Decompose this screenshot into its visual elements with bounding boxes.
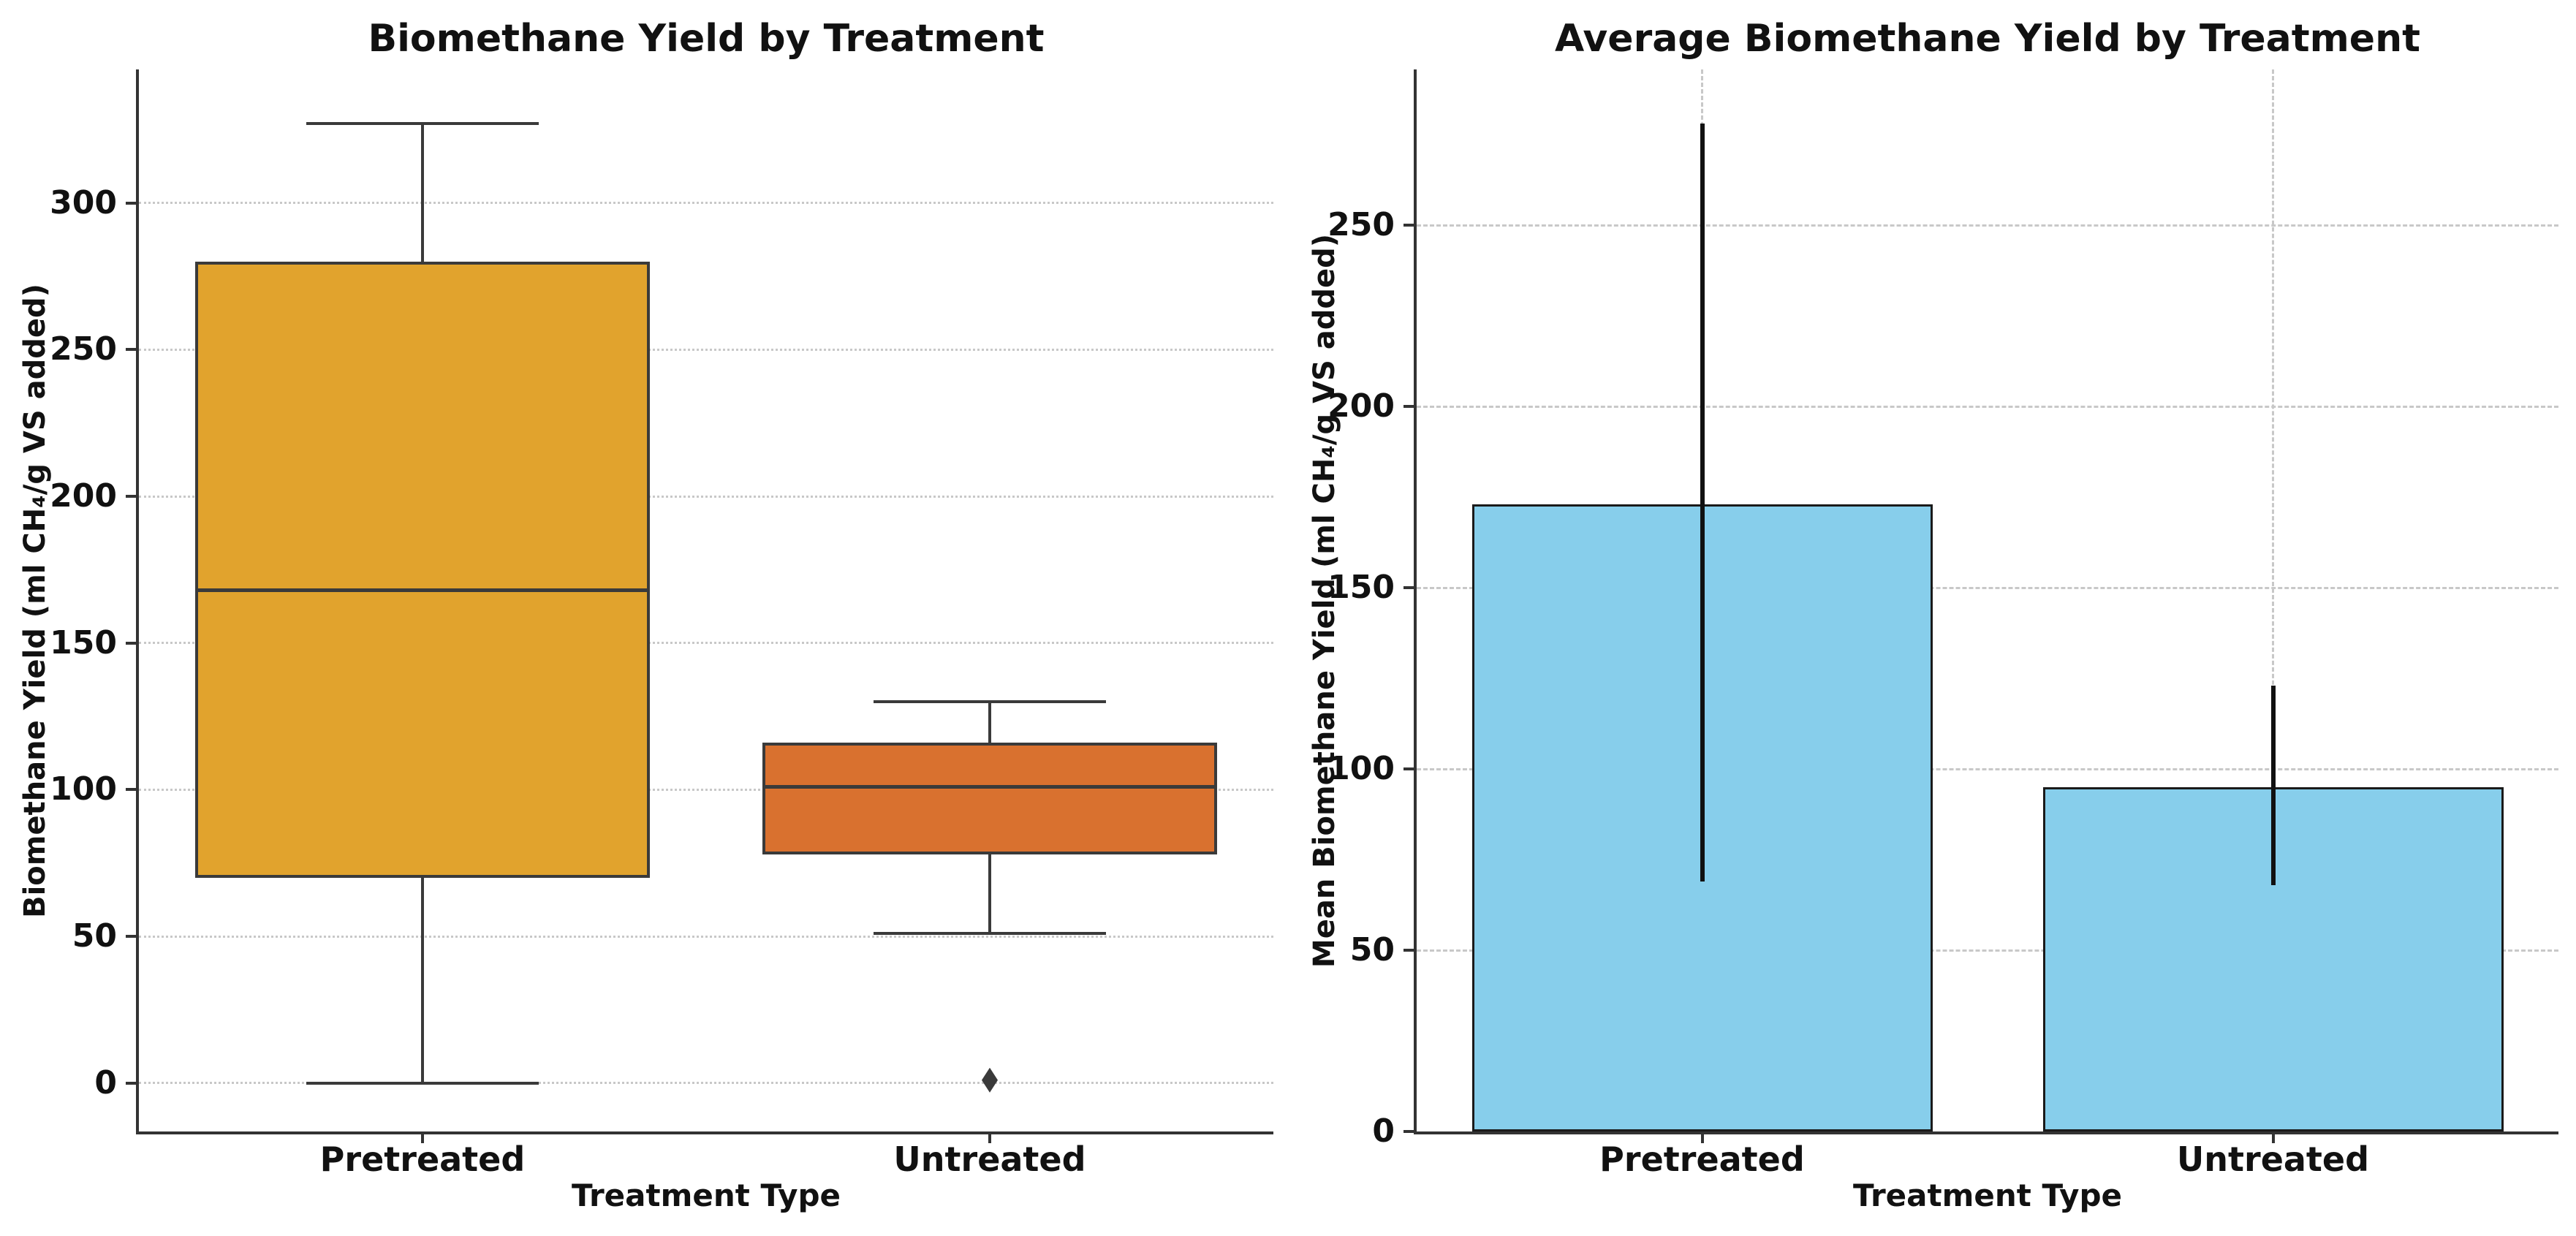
whisker-line (988, 854, 991, 934)
y-tick-label: 250 (50, 330, 117, 368)
y-gridline (1417, 405, 2558, 408)
box-untreated (762, 743, 1217, 854)
error-bar (1700, 124, 1705, 881)
y-gridline (139, 495, 1273, 498)
barchart-x-axis-title: Treatment Type (1852, 1178, 2123, 1213)
x-tick-label: Pretreated (319, 1140, 526, 1179)
whisker-line (988, 701, 991, 743)
x-axis-line (1414, 1131, 2558, 1134)
y-tick-label: 200 (50, 477, 117, 515)
x-tick-mark (1700, 1134, 1704, 1143)
y-tick-label: 150 (1327, 569, 1395, 607)
whisker-cap (874, 932, 1106, 936)
y-tick-label: 100 (1327, 750, 1395, 788)
y-axis-line (136, 69, 139, 1134)
x-tick-label: Untreated (2176, 1140, 2370, 1179)
x-gridline (2272, 69, 2274, 1131)
median-line (765, 784, 1214, 789)
y-gridline (139, 642, 1273, 645)
outlier-marker (982, 1067, 998, 1093)
y-gridline (139, 202, 1273, 205)
y-tick-mark (126, 495, 136, 498)
y-gridline (139, 935, 1273, 938)
y-gridline (1417, 586, 2558, 589)
x-tick-label: Untreated (893, 1140, 1086, 1179)
y-gridline (139, 788, 1273, 791)
y-tick-mark (1403, 949, 1414, 952)
y-tick-label: 0 (1372, 1112, 1395, 1150)
x-tick-mark (988, 1134, 991, 1143)
box-pretreated (195, 261, 650, 878)
boxplot-x-axis-title: Treatment Type (571, 1178, 841, 1213)
y-gridline (1417, 949, 2558, 952)
whisker-cap (306, 1081, 539, 1085)
barchart-title: Average Biomethane Yield by Treatment (1555, 17, 2420, 61)
x-tick-mark (421, 1134, 424, 1143)
y-tick-mark (126, 641, 136, 645)
y-tick-mark (1403, 1130, 1414, 1133)
y-tick-mark (126, 201, 136, 205)
boxplot-title: Biomethane Yield by Treatment (368, 17, 1045, 61)
y-tick-mark (126, 935, 136, 939)
y-tick-mark (126, 1081, 136, 1085)
whisker-cap (874, 699, 1106, 703)
y-tick-mark (1403, 767, 1414, 771)
x-tick-label: Pretreated (1599, 1140, 1805, 1179)
whisker-line (421, 877, 424, 1083)
error-bar (2270, 686, 2276, 885)
y-gridline (139, 1082, 1273, 1085)
y-tick-mark (126, 788, 136, 792)
y-tick-mark (1403, 405, 1414, 409)
y-tick-mark (1403, 586, 1414, 590)
y-tick-label: 150 (50, 623, 117, 661)
x-axis-line (136, 1131, 1273, 1134)
y-tick-label: 50 (72, 917, 117, 955)
whisker-cap (306, 122, 539, 126)
y-tick-label: 250 (1327, 206, 1395, 244)
y-tick-label: 50 (1349, 931, 1395, 969)
y-tick-label: 300 (50, 183, 117, 221)
y-axis-line (1414, 69, 1417, 1134)
y-gridline (139, 348, 1273, 351)
y-tick-label: 200 (1327, 387, 1395, 425)
y-gridline (1417, 767, 2558, 770)
y-tick-mark (1403, 224, 1414, 227)
x-tick-mark (2271, 1134, 2275, 1143)
median-line (198, 588, 647, 592)
y-tick-label: 0 (94, 1064, 117, 1102)
y-tick-mark (126, 348, 136, 352)
y-tick-label: 100 (50, 770, 117, 808)
y-gridline (1417, 224, 2558, 227)
whisker-line (421, 124, 424, 262)
